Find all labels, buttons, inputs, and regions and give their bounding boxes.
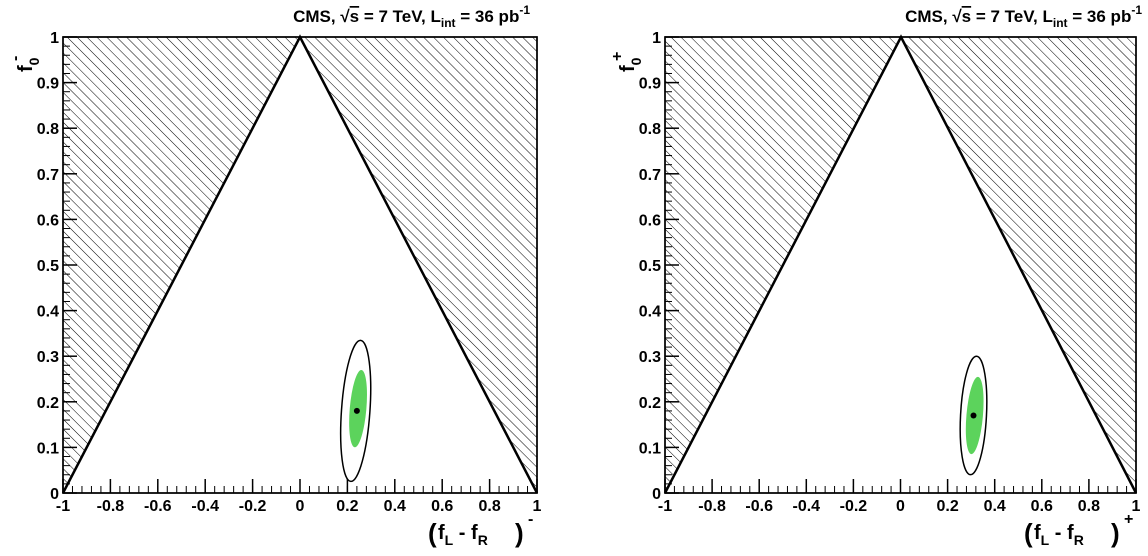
y-tick-label: 1 — [652, 30, 661, 47]
svg-text:fL - fR: fL - fR — [438, 522, 488, 548]
x-tick-label: -0.8 — [97, 498, 125, 515]
y-tick-label: 0.8 — [639, 121, 661, 138]
x-axis-label: ( fL - fR ) + — [1024, 511, 1133, 548]
svg-text:(: ( — [1024, 518, 1033, 548]
axis-ticks: -1 -0.8 -0.6 -0.4 -0.2 0 0.2 0.4 0.6 0.8 1 0 0.1 0.2 0… — [37, 30, 542, 515]
y-tick-label: 0.9 — [639, 76, 661, 93]
axis-ticks: -1 -0.8 -0.6 -0.4 -0.2 0 0.2 0.4 0.6 0.8 1 0 0.1 0.2 0… — [639, 30, 1141, 515]
svg-text:+: + — [609, 52, 626, 61]
best-fit-point — [353, 407, 360, 414]
x-tick-label: -1 — [658, 498, 672, 515]
chart-title: CMS, √s = 7 TeV, Lint = 36 pb-1 — [905, 3, 1142, 30]
x-tick-label: 1 — [533, 498, 542, 515]
y-tick-label: 0 — [50, 486, 59, 503]
x-tick-label: 0 — [896, 498, 905, 515]
y-tick-label: 0.2 — [639, 395, 661, 412]
x-tick-label: -0.4 — [191, 498, 219, 515]
y-tick-label: 0.9 — [37, 76, 59, 93]
x-axis-label: ( fL - fR ) - — [428, 511, 533, 548]
x-tick-label: 1 — [1132, 498, 1141, 515]
svg-text:): ) — [515, 518, 524, 548]
x-tick-label: -0.2 — [239, 498, 267, 515]
x-tick-label: 0.8 — [478, 498, 500, 515]
svg-text:): ) — [1111, 518, 1120, 548]
y-tick-label: 0.3 — [639, 349, 661, 366]
x-tick-label: 0.6 — [1031, 498, 1053, 515]
y-tick-label: 0 — [652, 486, 661, 503]
contour-95cl — [959, 355, 988, 476]
x-tick-label: 0.2 — [336, 498, 358, 515]
y-tick-label: 0.4 — [37, 304, 59, 321]
y-tick-label: 0.6 — [37, 212, 59, 229]
y-tick-label: 0.5 — [639, 258, 661, 275]
x-tick-label: -0.6 — [144, 498, 172, 515]
x-tick-label: -1 — [56, 498, 70, 515]
svg-text:-: - — [528, 511, 533, 528]
x-tick-label: 0.4 — [384, 498, 406, 515]
y-tick-label: 0.5 — [37, 258, 59, 275]
y-tick-label: 0.4 — [639, 304, 661, 321]
y-tick-label: 0.8 — [37, 121, 59, 138]
y-tick-label: 1 — [50, 30, 59, 47]
x-tick-label: -0.2 — [840, 498, 868, 515]
y-tick-label: 0.7 — [37, 167, 59, 184]
y-tick-label: 0.3 — [37, 349, 59, 366]
best-fit-point — [970, 412, 977, 419]
y-tick-label: 0.7 — [639, 167, 661, 184]
y-axis-label: f0 + — [609, 52, 644, 72]
svg-text:(: ( — [428, 518, 437, 548]
x-tick-label: 0.4 — [984, 498, 1006, 515]
y-tick-label: 0.6 — [639, 212, 661, 229]
x-tick-label: 0 — [296, 498, 305, 515]
x-tick-label: -0.4 — [793, 498, 821, 515]
svg-text:fL - fR: fL - fR — [1034, 522, 1084, 548]
panel-right: -1 -0.8 -0.6 -0.4 -0.2 0 0.2 0.4 0.6 0.8 1 0 0.1 0.2 0… — [609, 3, 1142, 548]
x-tick-label: -0.6 — [745, 498, 773, 515]
panel-left: -1 -0.8 -0.6 -0.4 -0.2 0 0.2 0.4 0.6 0.8 100.10.20… — [7, 3, 542, 548]
x-tick-label: 0.2 — [936, 498, 958, 515]
svg-text:+: + — [1124, 511, 1133, 528]
x-tick-label: 0.8 — [1078, 498, 1100, 515]
x-tick-label: 0.6 — [431, 498, 453, 515]
chart-title: CMS, √s = 7 TeV, Lint = 36 pb-1 — [293, 3, 530, 30]
svg-text:-: - — [7, 56, 24, 61]
y-tick-label: 0.1 — [37, 440, 59, 457]
svg-text:f0: f0 — [15, 57, 42, 72]
y-tick-label: 0.2 — [37, 395, 59, 412]
y-axis-label: f0 - — [7, 56, 42, 72]
contour-95cl — [339, 339, 372, 483]
y-tick-label: 0.1 — [639, 440, 661, 457]
x-tick-label: -0.8 — [698, 498, 726, 515]
svg-text:f0: f0 — [617, 57, 644, 72]
